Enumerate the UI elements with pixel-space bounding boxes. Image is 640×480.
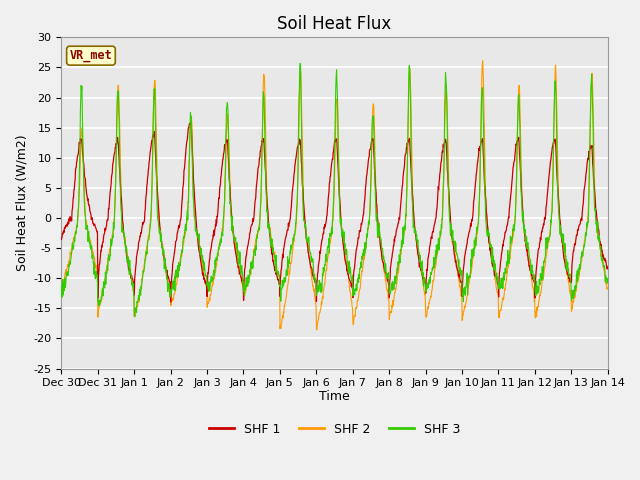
Text: VR_met: VR_met xyxy=(70,49,113,62)
Title: Soil Heat Flux: Soil Heat Flux xyxy=(277,15,392,33)
Y-axis label: Soil Heat Flux (W/m2): Soil Heat Flux (W/m2) xyxy=(15,134,28,271)
X-axis label: Time: Time xyxy=(319,390,350,403)
Legend: SHF 1, SHF 2, SHF 3: SHF 1, SHF 2, SHF 3 xyxy=(204,418,465,441)
